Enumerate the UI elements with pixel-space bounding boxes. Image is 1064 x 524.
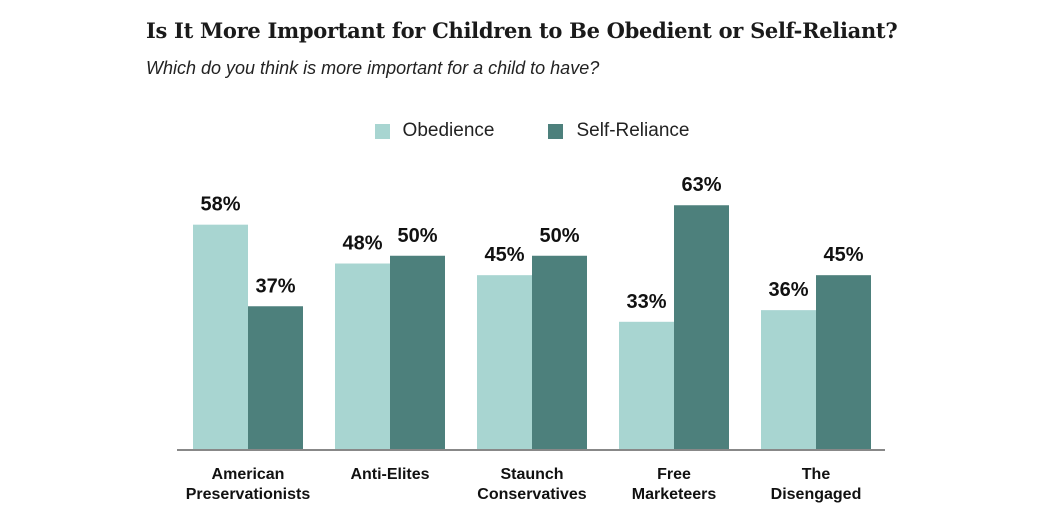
chart-subtitle: Which do you think is more important for… (146, 58, 600, 78)
data-label: 48% (342, 233, 382, 255)
data-label: 58% (200, 194, 240, 216)
category-label: Anti-Elites (350, 466, 429, 483)
bar-self-reliance (816, 275, 871, 450)
category-label: Staunch (500, 466, 563, 483)
bar-self-reliance (390, 255, 445, 450)
bar-obedience (335, 263, 390, 450)
legend-item-self-reliance: Self-Reliance (548, 120, 689, 142)
legend-label-self-reliance: Self-Reliance (576, 120, 690, 141)
bar-obedience (761, 310, 816, 450)
category-label: American (212, 466, 285, 483)
bar-self-reliance (532, 255, 587, 450)
legend: Obedience Self-Reliance (0, 120, 1064, 142)
legend-swatch-self-reliance (548, 123, 564, 139)
data-label: 63% (681, 174, 721, 196)
bar-self-reliance (674, 205, 729, 450)
bar-self-reliance (248, 306, 303, 450)
data-label: 45% (484, 244, 524, 266)
data-label: 33% (626, 291, 666, 313)
legend-label-obedience: Obedience (402, 120, 495, 141)
data-label: 50% (539, 225, 579, 247)
category-label: Conservatives (477, 486, 586, 503)
bar-obedience (477, 275, 532, 450)
bar-obedience (619, 321, 674, 450)
data-label: 36% (768, 279, 808, 301)
legend-swatch-obedience (374, 123, 390, 139)
legend-item-obedience: Obedience (374, 120, 495, 142)
category-label: Free (657, 466, 691, 483)
category-label: Disengaged (771, 486, 862, 503)
chart-title: Is It More Important for Children to Be … (146, 18, 898, 43)
category-label: Preservationists (186, 486, 311, 503)
bar-obedience (193, 224, 248, 450)
category-label: The (802, 466, 831, 483)
data-label: 50% (397, 225, 437, 247)
data-label: 37% (255, 275, 295, 297)
data-label: 45% (823, 244, 863, 266)
category-label: Marketeers (632, 486, 717, 503)
